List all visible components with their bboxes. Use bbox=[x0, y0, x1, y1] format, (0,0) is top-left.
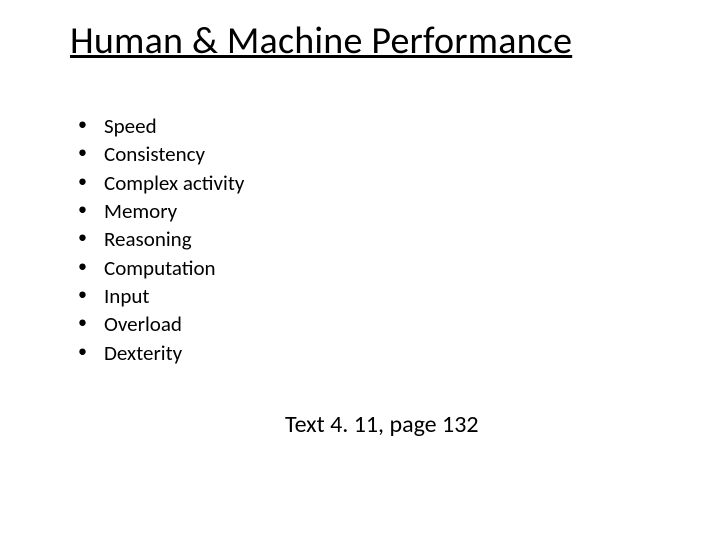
bullet-list: Speed Consistency Complex activity Memor… bbox=[78, 112, 244, 367]
slide-title: Human & Machine Performance bbox=[70, 18, 572, 64]
list-item: Computation bbox=[78, 254, 244, 282]
list-item: Overload bbox=[78, 310, 244, 338]
list-item: Input bbox=[78, 282, 244, 310]
list-item: Consistency bbox=[78, 140, 244, 168]
list-item: Memory bbox=[78, 197, 244, 225]
list-item: Complex activity bbox=[78, 169, 244, 197]
list-item: Dexterity bbox=[78, 339, 244, 367]
list-item: Speed bbox=[78, 112, 244, 140]
list-item: Reasoning bbox=[78, 225, 244, 253]
footer-reference: Text 4. 11, page 132 bbox=[285, 410, 479, 439]
